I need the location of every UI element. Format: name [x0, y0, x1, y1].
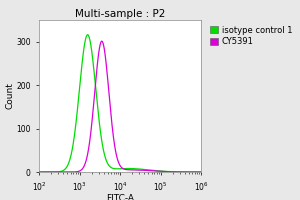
- X-axis label: FITC-A: FITC-A: [106, 194, 134, 200]
- Y-axis label: Count: Count: [6, 83, 15, 109]
- Legend: isotype control 1, CY5391: isotype control 1, CY5391: [208, 24, 294, 48]
- Title: Multi-sample : P2: Multi-sample : P2: [75, 9, 165, 19]
